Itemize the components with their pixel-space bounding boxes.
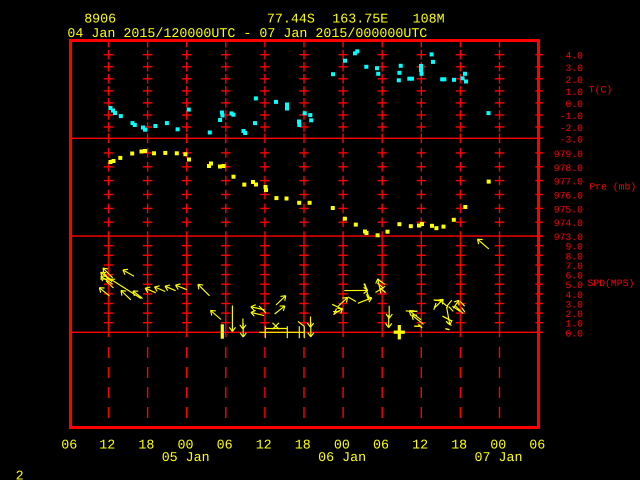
svg-text:Pre (mb): Pre (mb) xyxy=(589,181,636,192)
svg-text:00: 00 xyxy=(490,438,506,453)
svg-text:00: 00 xyxy=(334,438,350,453)
svg-text:0.0: 0.0 xyxy=(565,99,583,110)
svg-text:SPD(MPS): SPD(MPS) xyxy=(588,278,635,289)
svg-text:77.44S: 77.44S xyxy=(267,13,315,28)
svg-text:07 Jan: 07 Jan xyxy=(475,451,523,466)
svg-text:976.0: 976.0 xyxy=(554,191,583,202)
svg-text:1.0: 1.0 xyxy=(565,87,583,98)
svg-text:8.0: 8.0 xyxy=(565,251,583,262)
svg-text:979.0: 979.0 xyxy=(554,149,583,160)
svg-text:978.0: 978.0 xyxy=(554,163,583,174)
svg-text:4.0: 4.0 xyxy=(565,290,583,301)
svg-text:9.0: 9.0 xyxy=(565,242,583,253)
svg-text:3.0: 3.0 xyxy=(565,300,583,311)
svg-text:06: 06 xyxy=(217,438,233,453)
svg-text:18: 18 xyxy=(138,438,154,453)
svg-text:12: 12 xyxy=(99,438,115,453)
svg-text:T(C): T(C) xyxy=(589,85,612,96)
svg-text:7.0: 7.0 xyxy=(565,261,583,272)
svg-text:-1.0: -1.0 xyxy=(560,111,584,122)
svg-text:1.0: 1.0 xyxy=(565,319,583,330)
svg-text:5.0: 5.0 xyxy=(565,280,583,291)
svg-text:-3.0: -3.0 xyxy=(560,134,584,145)
svg-text:05 Jan: 05 Jan xyxy=(162,451,210,466)
svg-text:06: 06 xyxy=(61,438,77,453)
svg-text:975.0: 975.0 xyxy=(554,204,583,215)
svg-text:06 Jan: 06 Jan xyxy=(318,451,366,466)
svg-text:12: 12 xyxy=(412,438,428,453)
svg-text:-2.0: -2.0 xyxy=(560,123,584,134)
svg-text:108M: 108M xyxy=(413,13,445,28)
svg-text:974.0: 974.0 xyxy=(554,218,583,229)
svg-text:6.0: 6.0 xyxy=(565,271,583,282)
svg-text:18: 18 xyxy=(451,438,467,453)
svg-text:06: 06 xyxy=(373,438,389,453)
svg-text:3.0: 3.0 xyxy=(565,63,583,74)
svg-text:973.0: 973.0 xyxy=(554,232,583,243)
svg-text:2: 2 xyxy=(16,470,24,480)
svg-text:06: 06 xyxy=(529,438,545,453)
svg-text:04 Jan 2015/120000UTC - 07 Jan: 04 Jan 2015/120000UTC - 07 Jan 2015/0000… xyxy=(67,27,427,42)
svg-text:00: 00 xyxy=(178,438,194,453)
svg-text:8906: 8906 xyxy=(84,13,116,28)
svg-text:2.0: 2.0 xyxy=(565,309,583,320)
svg-text:18: 18 xyxy=(295,438,311,453)
svg-text:977.0: 977.0 xyxy=(554,177,583,188)
svg-text:0.0: 0.0 xyxy=(565,328,583,339)
svg-text:12: 12 xyxy=(256,438,272,453)
svg-text:2.0: 2.0 xyxy=(565,75,583,86)
svg-text:4.0: 4.0 xyxy=(565,51,583,62)
svg-text:163.75E: 163.75E xyxy=(332,13,388,28)
